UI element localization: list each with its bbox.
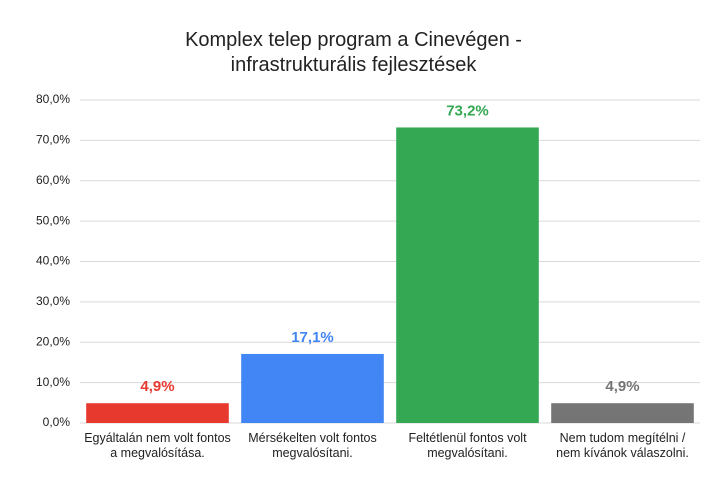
y-tick-label: 0,0% <box>43 415 71 429</box>
x-tick-label: Mérsékelten volt fontos megvalósítani. <box>248 431 377 460</box>
y-tick-label: 80,0% <box>36 92 70 106</box>
bar <box>241 353 384 423</box>
y-tick-label: 20,0% <box>36 334 70 348</box>
data-label: 17,1% <box>291 329 334 346</box>
x-tick-label: Nem tudom megítélni / nem kívánok válasz… <box>556 431 689 460</box>
data-label: 73,2% <box>446 102 489 119</box>
y-tick-label: 30,0% <box>36 294 70 308</box>
x-tick-label: Egyáltalán nem volt fontos a megvalósítá… <box>84 431 231 460</box>
y-tick-label: 60,0% <box>36 173 70 187</box>
bar <box>86 403 229 423</box>
chart-title: Komplex telep program a Cinevégen - infr… <box>185 29 522 76</box>
y-tick-label: 50,0% <box>36 213 70 227</box>
x-tick-label: Feltétlenül fontos volt megvalósítani. <box>408 431 527 460</box>
y-tick-label: 40,0% <box>36 254 70 268</box>
bar <box>551 403 694 423</box>
y-tick-label: 10,0% <box>36 375 70 389</box>
data-label: 4,9% <box>605 378 639 395</box>
y-tick-label: 70,0% <box>36 133 70 147</box>
data-label: 4,9% <box>140 378 174 395</box>
bar <box>396 127 539 423</box>
